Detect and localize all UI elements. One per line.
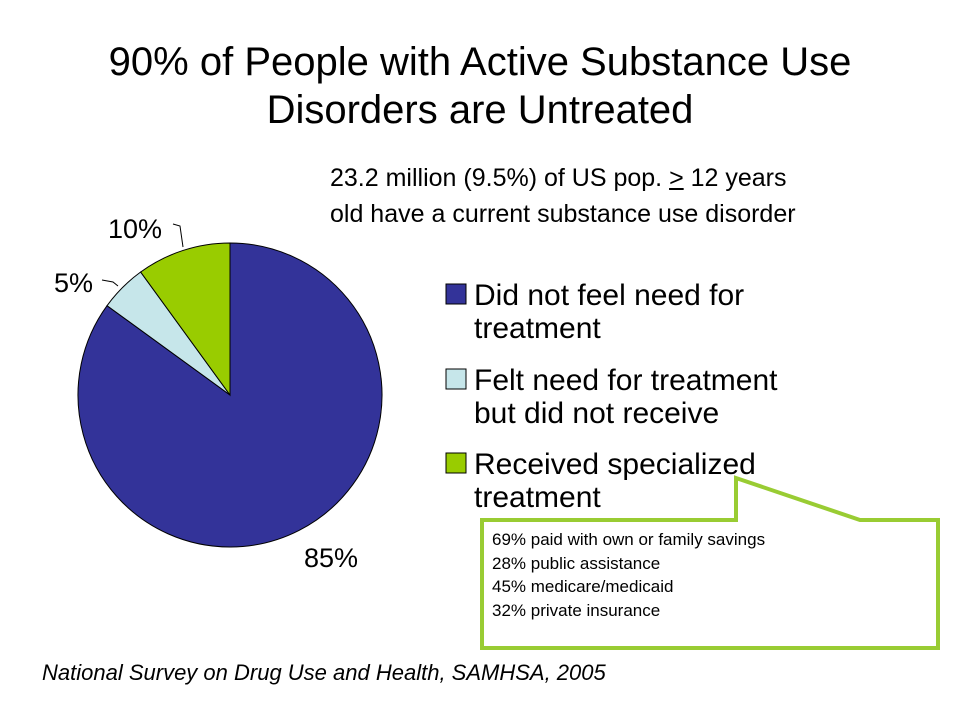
subtitle-line-1-post: 12 years: [683, 164, 787, 192]
leader-line-10: [172, 223, 184, 248]
callout-line: 32% private insurance: [492, 600, 661, 620]
legend-label-did-not-feel-need-line2: treatment: [474, 312, 601, 345]
greater-equal-symbol: >: [669, 164, 684, 192]
callout-line: 45% medicare/medicaid: [492, 577, 674, 596]
subtitle-line-1-pre: 23.2 million (9.5%) of US pop.: [330, 164, 670, 192]
legend-label-received-treatment-line2: treatment: [474, 481, 601, 514]
pie-data-labels: 10% 5% 85%: [54, 214, 358, 573]
legend: Did not feel need for treatment Felt nee…: [445, 279, 778, 514]
legend-label-felt-need-line2: but did not receive: [474, 397, 719, 430]
data-label-did-not-feel-need: 85%: [304, 543, 358, 573]
pie-slices: [77, 242, 383, 548]
legend-swatch-received-treatment: [445, 452, 467, 474]
data-label-felt-need: 5%: [54, 268, 93, 298]
title-line-2: Disorders are Untreated: [266, 88, 694, 132]
pie-slice-received-treatment: [139, 242, 231, 397]
callout-text: 69% paid with own or family savings 28% …: [492, 528, 912, 622]
callout-line: 28% public assistance: [492, 553, 661, 573]
callout-line: 69% paid with own or family savings: [492, 530, 766, 549]
title-line-1: 90% of People with Active Substance Use: [108, 40, 852, 84]
subtitle-line-1: 23.2 million (9.5%) of US pop. > 12 year…: [330, 160, 930, 196]
data-label-received-treatment: 10%: [108, 214, 162, 244]
legend-label-felt-need-line1: Felt need for treatment: [474, 364, 778, 397]
pie-leader-lines: [101, 223, 184, 287]
callout-box: [480, 475, 940, 650]
subtitle-line-2: old have a current substance use disorde…: [330, 200, 796, 228]
legend-label-did-not-feel-need-line1: Did not feel need for: [474, 279, 744, 312]
source-citation: National Survey on Drug Use and Health, …: [42, 660, 606, 685]
slide-title: 90% of People with Active Substance Use …: [40, 38, 920, 134]
leader-line-5: [101, 279, 119, 287]
legend-label-received-treatment-line1: Received specialized: [474, 448, 756, 481]
subtitle: 23.2 million (9.5%) of US pop. > 12 year…: [330, 160, 930, 232]
legend-swatch-felt-need: [445, 368, 467, 390]
legend-swatch-did-not-feel-need: [445, 283, 467, 305]
